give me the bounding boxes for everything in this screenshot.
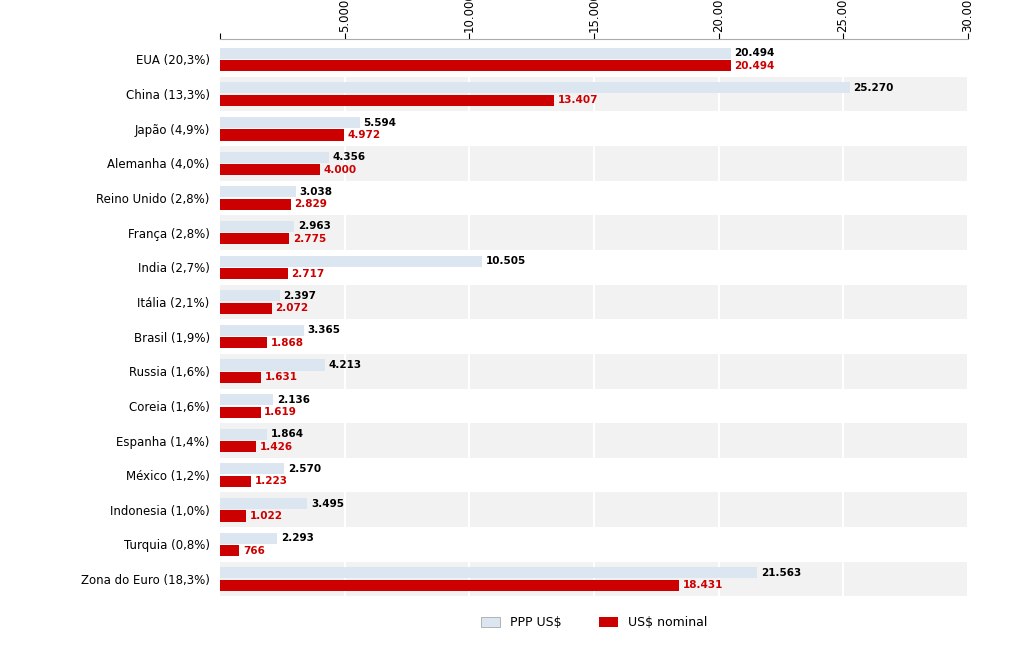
- Text: 2.775: 2.775: [293, 234, 327, 244]
- Bar: [220, 354, 968, 388]
- Bar: [220, 146, 968, 181]
- Bar: [220, 164, 319, 175]
- Legend: PPP US$, US$ nominal: PPP US$, US$ nominal: [475, 610, 713, 636]
- Bar: [220, 255, 482, 266]
- Bar: [220, 152, 329, 163]
- Bar: [220, 388, 968, 423]
- Bar: [220, 112, 968, 146]
- Bar: [220, 303, 271, 313]
- Text: 25.270: 25.270: [854, 83, 894, 93]
- Text: 3.495: 3.495: [311, 499, 344, 508]
- Text: 4.213: 4.213: [329, 360, 362, 370]
- Bar: [220, 130, 344, 141]
- Text: 3.365: 3.365: [308, 325, 341, 335]
- Bar: [220, 95, 554, 106]
- Bar: [220, 221, 294, 232]
- Text: 10.505: 10.505: [485, 256, 526, 266]
- Text: 1.864: 1.864: [270, 430, 303, 439]
- Bar: [220, 545, 240, 556]
- Bar: [220, 186, 296, 197]
- Bar: [220, 215, 968, 250]
- Bar: [220, 493, 968, 527]
- Text: 1.022: 1.022: [250, 511, 283, 521]
- Bar: [220, 423, 968, 458]
- Bar: [220, 117, 359, 128]
- Bar: [220, 77, 968, 112]
- Text: 2.293: 2.293: [281, 533, 314, 543]
- Bar: [220, 429, 266, 440]
- Bar: [220, 181, 968, 215]
- Bar: [220, 394, 273, 405]
- Text: 2.963: 2.963: [298, 221, 331, 232]
- Bar: [220, 441, 256, 452]
- Text: 2.136: 2.136: [278, 395, 310, 404]
- Text: 20.494: 20.494: [734, 61, 775, 71]
- Text: 18.431: 18.431: [683, 580, 724, 590]
- Text: 21.563: 21.563: [761, 568, 802, 578]
- Bar: [220, 533, 278, 544]
- Text: 3.038: 3.038: [300, 187, 333, 197]
- Bar: [220, 325, 304, 336]
- Bar: [220, 337, 266, 348]
- Bar: [220, 476, 251, 487]
- Text: 2.072: 2.072: [275, 303, 308, 313]
- Bar: [220, 463, 285, 475]
- Bar: [220, 199, 291, 210]
- Text: 5.594: 5.594: [364, 117, 396, 128]
- Bar: [220, 568, 758, 579]
- Text: 20.494: 20.494: [734, 48, 775, 58]
- Text: 4.356: 4.356: [333, 152, 366, 162]
- Text: 1.619: 1.619: [264, 407, 297, 417]
- Text: 1.223: 1.223: [254, 477, 288, 486]
- Bar: [220, 290, 280, 301]
- Bar: [220, 250, 968, 284]
- Bar: [220, 48, 731, 59]
- Bar: [220, 458, 968, 493]
- Bar: [220, 42, 968, 77]
- Text: 2.570: 2.570: [288, 464, 322, 474]
- Text: 2.717: 2.717: [292, 268, 325, 279]
- Bar: [220, 60, 731, 71]
- Text: 1.426: 1.426: [259, 442, 293, 452]
- Text: 4.000: 4.000: [324, 164, 356, 175]
- Bar: [220, 510, 246, 522]
- Bar: [220, 562, 968, 597]
- Bar: [220, 268, 288, 279]
- Bar: [220, 284, 968, 319]
- Bar: [220, 406, 260, 418]
- Bar: [220, 233, 290, 244]
- Bar: [220, 498, 307, 509]
- Bar: [220, 527, 968, 562]
- Text: 1.868: 1.868: [270, 338, 303, 348]
- Bar: [220, 83, 850, 94]
- Text: 4.972: 4.972: [348, 130, 381, 140]
- Bar: [220, 580, 679, 591]
- Text: 13.407: 13.407: [558, 95, 598, 105]
- Text: 2.397: 2.397: [284, 291, 316, 301]
- Bar: [220, 359, 326, 370]
- Bar: [220, 319, 968, 354]
- Text: 1.631: 1.631: [264, 372, 298, 382]
- Text: 2.829: 2.829: [294, 199, 328, 209]
- Text: 766: 766: [243, 546, 265, 555]
- Bar: [220, 372, 261, 383]
